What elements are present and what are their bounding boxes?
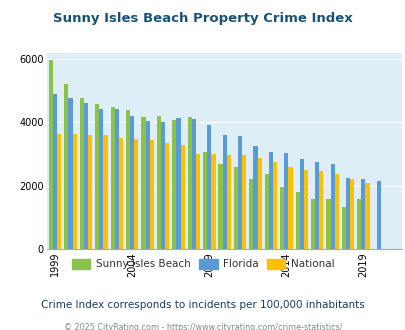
Bar xyxy=(326,199,330,249)
Bar xyxy=(53,94,57,249)
Bar xyxy=(149,140,153,249)
Bar xyxy=(156,116,160,249)
Bar xyxy=(360,179,364,249)
Bar xyxy=(237,136,242,249)
Bar xyxy=(202,151,207,249)
Bar xyxy=(165,143,169,249)
Bar xyxy=(141,117,145,249)
Bar xyxy=(145,121,149,249)
Bar xyxy=(288,167,292,249)
Bar xyxy=(211,154,215,249)
Bar xyxy=(345,178,349,249)
Bar xyxy=(218,164,222,249)
Bar xyxy=(88,135,92,249)
Bar xyxy=(95,104,99,249)
Text: © 2025 CityRating.com - https://www.cityrating.com/crime-statistics/: © 2025 CityRating.com - https://www.city… xyxy=(64,323,341,330)
Bar xyxy=(253,146,257,249)
Bar xyxy=(172,119,176,249)
Bar xyxy=(272,162,277,249)
Text: Crime Index corresponds to incidents per 100,000 inhabitants: Crime Index corresponds to incidents per… xyxy=(41,300,364,310)
Bar xyxy=(341,207,345,249)
Bar xyxy=(318,171,323,249)
Bar xyxy=(349,180,354,249)
Bar xyxy=(110,107,115,249)
Bar xyxy=(279,187,284,249)
Bar xyxy=(207,125,211,249)
Bar xyxy=(364,182,369,249)
Bar xyxy=(130,116,134,249)
Bar xyxy=(264,174,268,249)
Bar xyxy=(103,135,107,249)
Bar xyxy=(72,134,77,249)
Bar xyxy=(84,104,88,249)
Bar xyxy=(257,158,261,249)
Bar xyxy=(295,192,299,249)
Bar xyxy=(64,83,68,249)
Bar xyxy=(226,155,230,249)
Bar xyxy=(79,98,84,249)
Bar xyxy=(299,159,303,249)
Bar xyxy=(176,118,180,249)
Bar xyxy=(310,199,314,249)
Bar xyxy=(160,122,165,249)
Bar xyxy=(334,174,338,249)
Bar xyxy=(330,164,334,249)
Bar xyxy=(356,199,360,249)
Bar xyxy=(115,110,119,249)
Bar xyxy=(222,135,226,249)
Bar xyxy=(249,179,253,249)
Bar xyxy=(242,155,246,249)
Bar xyxy=(187,117,191,249)
Bar xyxy=(191,119,196,249)
Text: Sunny Isles Beach Property Crime Index: Sunny Isles Beach Property Crime Index xyxy=(53,12,352,24)
Legend: Sunny Isles Beach, Florida, National: Sunny Isles Beach, Florida, National xyxy=(67,255,338,274)
Bar xyxy=(376,181,380,249)
Bar xyxy=(196,154,200,249)
Bar xyxy=(314,162,318,249)
Bar xyxy=(57,134,61,249)
Bar xyxy=(134,139,138,249)
Bar xyxy=(180,145,184,249)
Bar xyxy=(68,98,72,249)
Bar xyxy=(49,60,53,249)
Bar xyxy=(303,170,307,249)
Bar xyxy=(268,151,272,249)
Bar xyxy=(126,111,130,249)
Bar xyxy=(119,138,123,249)
Bar xyxy=(233,167,237,249)
Bar xyxy=(99,109,103,249)
Bar xyxy=(284,153,288,249)
